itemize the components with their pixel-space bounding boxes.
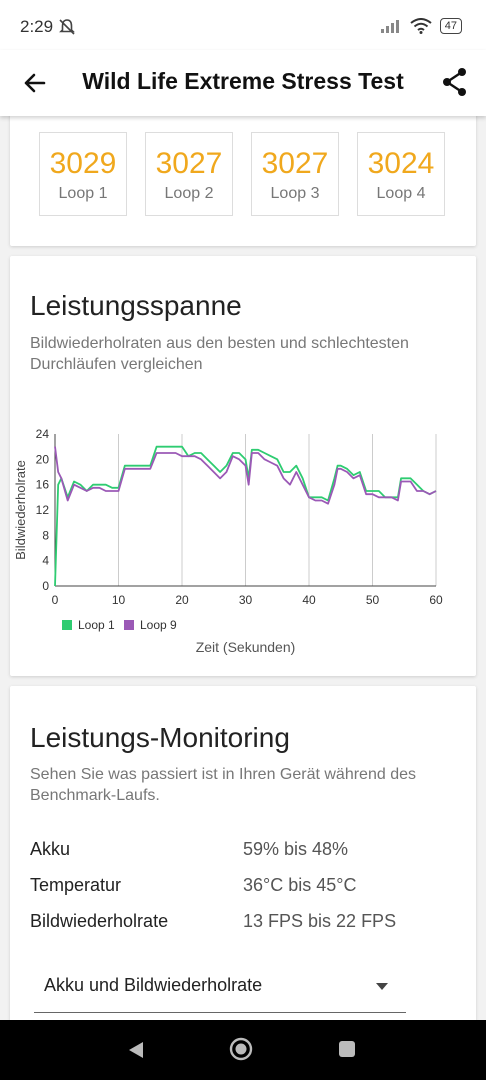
y-tick-label: 12: [36, 503, 50, 517]
system-nav-bar: [0, 1020, 486, 1080]
monitoring-label: Bildwiederholrate: [30, 911, 169, 931]
dropdown-arrow-icon[interactable]: [376, 983, 388, 990]
x-tick-label: 10: [112, 593, 126, 607]
monitoring-row-framerate: Bildwiederholrate 13 FPS bis 22 FPS: [30, 911, 460, 937]
x-tick-label: 20: [175, 593, 189, 607]
legend-swatch: [124, 620, 134, 630]
loop-label: Loop 3: [270, 185, 320, 202]
loop-score: 3029: [49, 147, 117, 180]
monitoring-label: Temperatur: [30, 875, 122, 895]
loop-label: Loop 2: [164, 185, 214, 202]
y-tick-label: 24: [36, 427, 50, 441]
cellular-signal-icon: [380, 20, 399, 33]
monitoring-select-value: Akku und Bildwiederholrate: [44, 975, 263, 995]
loop-label: Loop 4: [376, 185, 426, 202]
performance-card: Leistungsspanne Bildwiederholraten aus d…: [10, 256, 476, 676]
legend-label: Loop 9: [140, 618, 177, 632]
loop-score: 3027: [261, 147, 329, 180]
monitoring-row-battery: Akku 59% bis 48%: [30, 839, 460, 865]
legend-swatch: [62, 620, 72, 630]
monitoring-card: Leistungs-Monitoring Sehen Sie was passi…: [10, 686, 476, 1026]
y-axis-label: Bildwiederholrate: [13, 460, 28, 560]
x-tick-label: 60: [429, 593, 443, 607]
loop-label: Loop 1: [58, 185, 108, 202]
y-tick-label: 20: [36, 452, 50, 466]
loop-score-box: 3027 Loop 3: [251, 132, 339, 216]
x-tick-label: 30: [239, 593, 253, 607]
app-bar: Wild Life Extreme Stress Test: [0, 50, 486, 116]
performance-title: Leistungsspanne: [30, 290, 242, 321]
nav-back-icon[interactable]: [125, 1039, 147, 1061]
nav-home-icon[interactable]: [229, 1037, 253, 1061]
battery-indicator: 47: [439, 18, 462, 34]
framerate-chart: 0 10 20 30 40 50 60 0 4 8 12 16 20 24 Bildwiederholrat…: [13, 427, 443, 655]
legend-label: Loop 1: [78, 618, 115, 632]
notifications-muted-icon: [59, 19, 75, 35]
monitoring-value: 13 FPS bis 22 FPS: [243, 911, 397, 931]
page-title: Wild Life Extreme Stress Test: [82, 68, 404, 94]
loop-score-box: 3024 Loop 4: [357, 132, 445, 216]
back-arrow-icon[interactable]: [20, 68, 50, 98]
wifi-icon: [410, 18, 432, 34]
status-time: 2:29: [20, 17, 54, 36]
nav-recents-icon[interactable]: [337, 1039, 357, 1059]
status-bar: 2:29 47: [0, 0, 486, 50]
x-tick-label: 40: [302, 593, 316, 607]
monitoring-value: 59% bis 48%: [243, 839, 349, 859]
y-tick-label: 4: [42, 554, 49, 568]
monitoring-label: Akku: [30, 839, 71, 859]
monitoring-value: 36°C bis 45°C: [243, 875, 357, 895]
share-icon[interactable]: [440, 66, 470, 98]
performance-description: Bildwiederholraten aus den besten und sc…: [30, 335, 409, 373]
loops-card: Durchlauf 3029 Loop 1 3027 Loop 2 3027 L…: [10, 100, 476, 246]
x-axis-label: Zeit (Sekunden): [196, 639, 296, 655]
loop-score: 3024: [367, 147, 435, 180]
loop-score-box: 3029 Loop 1: [39, 132, 127, 216]
y-tick-label: 16: [36, 478, 50, 492]
monitoring-description: Sehen Sie was passiert ist in Ihren Gerä…: [30, 766, 416, 804]
y-tick-label: 0: [42, 579, 49, 593]
series-line: [54, 446, 437, 505]
monitoring-row-temperature: Temperatur 36°C bis 45°C: [30, 875, 460, 901]
loop-score: 3027: [155, 147, 223, 180]
monitoring-select[interactable]: Akku und Bildwiederholrate: [34, 961, 406, 1013]
x-tick-label: 0: [52, 593, 59, 607]
monitoring-title: Leistungs-Monitoring: [30, 722, 290, 753]
x-tick-label: 50: [366, 593, 380, 607]
y-tick-label: 8: [42, 528, 49, 542]
loop-score-box: 3027 Loop 2: [145, 132, 233, 216]
